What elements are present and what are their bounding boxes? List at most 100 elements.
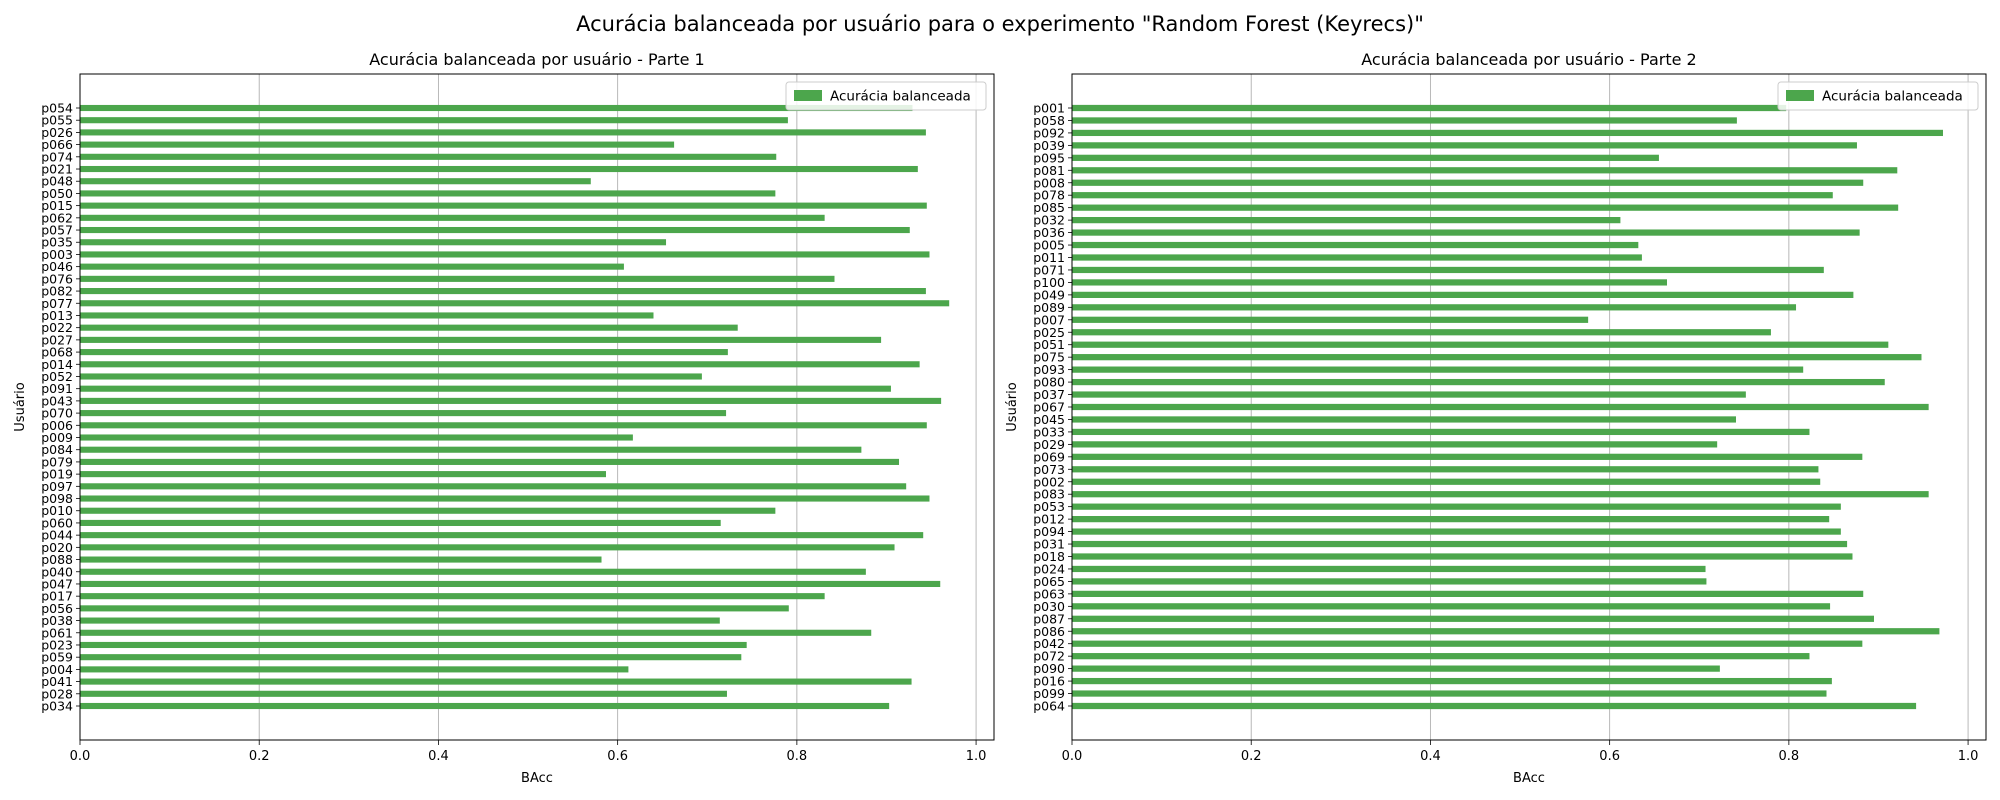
bar-p100 bbox=[1072, 279, 1667, 286]
axes-frame bbox=[79, 73, 995, 741]
bar-p088 bbox=[80, 556, 602, 563]
y-tick-label: p050 bbox=[41, 186, 73, 201]
bar-p070 bbox=[80, 410, 727, 417]
bar-p093 bbox=[1072, 366, 1804, 373]
y-tick-label: p095 bbox=[1033, 150, 1065, 165]
bar-p018 bbox=[1072, 553, 1853, 560]
y-tick-label: p047 bbox=[41, 576, 73, 591]
bar-p023 bbox=[80, 641, 747, 649]
bar-p032 bbox=[1072, 217, 1621, 224]
y-tick-label: p037 bbox=[1033, 387, 1065, 402]
y-tick-label: p100 bbox=[1033, 275, 1065, 290]
y-tick-label: p029 bbox=[1033, 437, 1065, 452]
y-tick-label: p087 bbox=[1033, 611, 1065, 626]
y-tick-label: p038 bbox=[41, 613, 73, 628]
y-tick-label: p036 bbox=[1033, 225, 1065, 240]
y-tick-label: p058 bbox=[1033, 113, 1065, 128]
chart-panel-1: p054p055p026p066p074p021p048p050p015p062… bbox=[13, 50, 995, 786]
bar-p079 bbox=[80, 458, 900, 465]
y-tick-label: p049 bbox=[1033, 287, 1065, 302]
y-tick-label: p067 bbox=[1033, 400, 1065, 415]
y-tick-label: p035 bbox=[41, 235, 73, 250]
bar-p071 bbox=[1072, 266, 1824, 274]
legend: Acurácia balanceada bbox=[785, 81, 987, 111]
bar-p035 bbox=[80, 239, 667, 246]
bar-p040 bbox=[80, 568, 866, 575]
bar-p059 bbox=[80, 654, 742, 661]
y-tick-label: p019 bbox=[41, 467, 73, 482]
y-tick-label: p072 bbox=[1033, 649, 1065, 664]
y-tick-label: p097 bbox=[41, 479, 73, 494]
y-tick-label: p033 bbox=[1033, 424, 1065, 439]
y-tick-label: p031 bbox=[1033, 537, 1065, 552]
bar-p086 bbox=[1072, 628, 1940, 635]
bar-p055 bbox=[80, 117, 788, 124]
y-tick-label: p022 bbox=[41, 320, 73, 335]
legend-box bbox=[1777, 81, 1979, 111]
bar-p004 bbox=[80, 666, 629, 673]
y-tick-label: p048 bbox=[41, 174, 73, 189]
y-tick-label: p032 bbox=[1033, 213, 1065, 228]
bar-p016 bbox=[1072, 677, 1832, 685]
legend-label: Acurácia balanceada bbox=[830, 89, 971, 105]
chart-title: Acurácia balanceada por usuário - Parte … bbox=[1361, 50, 1696, 69]
x-tick-label: 0.0 bbox=[70, 749, 91, 764]
bar-p017 bbox=[80, 593, 825, 600]
y-tick-label: p009 bbox=[41, 430, 73, 445]
bar-p074 bbox=[80, 153, 777, 160]
y-tick-label: p025 bbox=[1033, 325, 1065, 340]
legend: Acurácia balanceada bbox=[1777, 81, 1979, 111]
bar-p001 bbox=[1072, 104, 1787, 112]
y-tick-label: p056 bbox=[41, 601, 73, 616]
bar-p027 bbox=[80, 336, 882, 343]
bar-p087 bbox=[1072, 615, 1874, 622]
y-tick-label: p042 bbox=[1033, 636, 1065, 651]
bar-p029 bbox=[1072, 441, 1718, 448]
bar-p028 bbox=[80, 690, 727, 697]
y-tick-label: p065 bbox=[1033, 574, 1065, 589]
bar-p090 bbox=[1072, 665, 1720, 672]
bar-p057 bbox=[80, 226, 910, 234]
y-tick-label: p004 bbox=[41, 662, 73, 677]
x-tick-label: 1.0 bbox=[966, 749, 987, 764]
y-tick-label: p015 bbox=[41, 198, 73, 213]
y-tick-label: p028 bbox=[41, 686, 73, 701]
y-tick-label: p066 bbox=[41, 137, 73, 152]
y-tick-label: p093 bbox=[1033, 362, 1065, 377]
bar-p037 bbox=[1072, 391, 1746, 398]
y-tick-label: p045 bbox=[1033, 412, 1065, 427]
y-tick-label: p024 bbox=[1033, 561, 1065, 576]
y-axis-label: Usuário bbox=[13, 382, 28, 431]
y-tick-label: p094 bbox=[1033, 524, 1065, 539]
x-tick-label: 0.2 bbox=[1241, 749, 1262, 764]
bar-p049 bbox=[1072, 291, 1854, 298]
bar-p039 bbox=[1072, 142, 1857, 149]
y-tick-label: p001 bbox=[1033, 101, 1065, 116]
bar-p072 bbox=[1072, 653, 1810, 660]
bar-p050 bbox=[80, 190, 776, 197]
y-tick-label: p059 bbox=[41, 650, 73, 665]
y-tick-label: p074 bbox=[41, 149, 73, 164]
y-tick-label: p085 bbox=[1033, 200, 1065, 215]
y-tick-label: p053 bbox=[1033, 499, 1065, 514]
y-tick-label: p061 bbox=[41, 625, 73, 640]
y-tick-label: p014 bbox=[41, 357, 73, 372]
y-tick-label: p002 bbox=[1033, 474, 1065, 489]
y-tick-label: p090 bbox=[1033, 661, 1065, 676]
bar-p009 bbox=[80, 434, 633, 441]
y-tick-label: p052 bbox=[41, 369, 73, 384]
y-tick-label: p006 bbox=[41, 418, 73, 433]
bar-p021 bbox=[80, 165, 918, 173]
bar-p026 bbox=[80, 129, 926, 136]
x-tick-label: 0.8 bbox=[1779, 749, 1800, 764]
y-tick-label: p082 bbox=[41, 284, 73, 299]
x-tick-label: 0.6 bbox=[607, 749, 628, 764]
y-tick-label: p057 bbox=[41, 223, 73, 238]
figure-title: Acurácia balanceada por usuário para o e… bbox=[576, 12, 1424, 36]
bar-p025 bbox=[1072, 329, 1771, 336]
y-tick-label: p054 bbox=[41, 101, 73, 116]
y-tick-label: p079 bbox=[41, 454, 73, 469]
y-tick-label: p070 bbox=[41, 406, 73, 421]
bar-p007 bbox=[1072, 316, 1589, 323]
bar-p065 bbox=[1072, 578, 1707, 585]
